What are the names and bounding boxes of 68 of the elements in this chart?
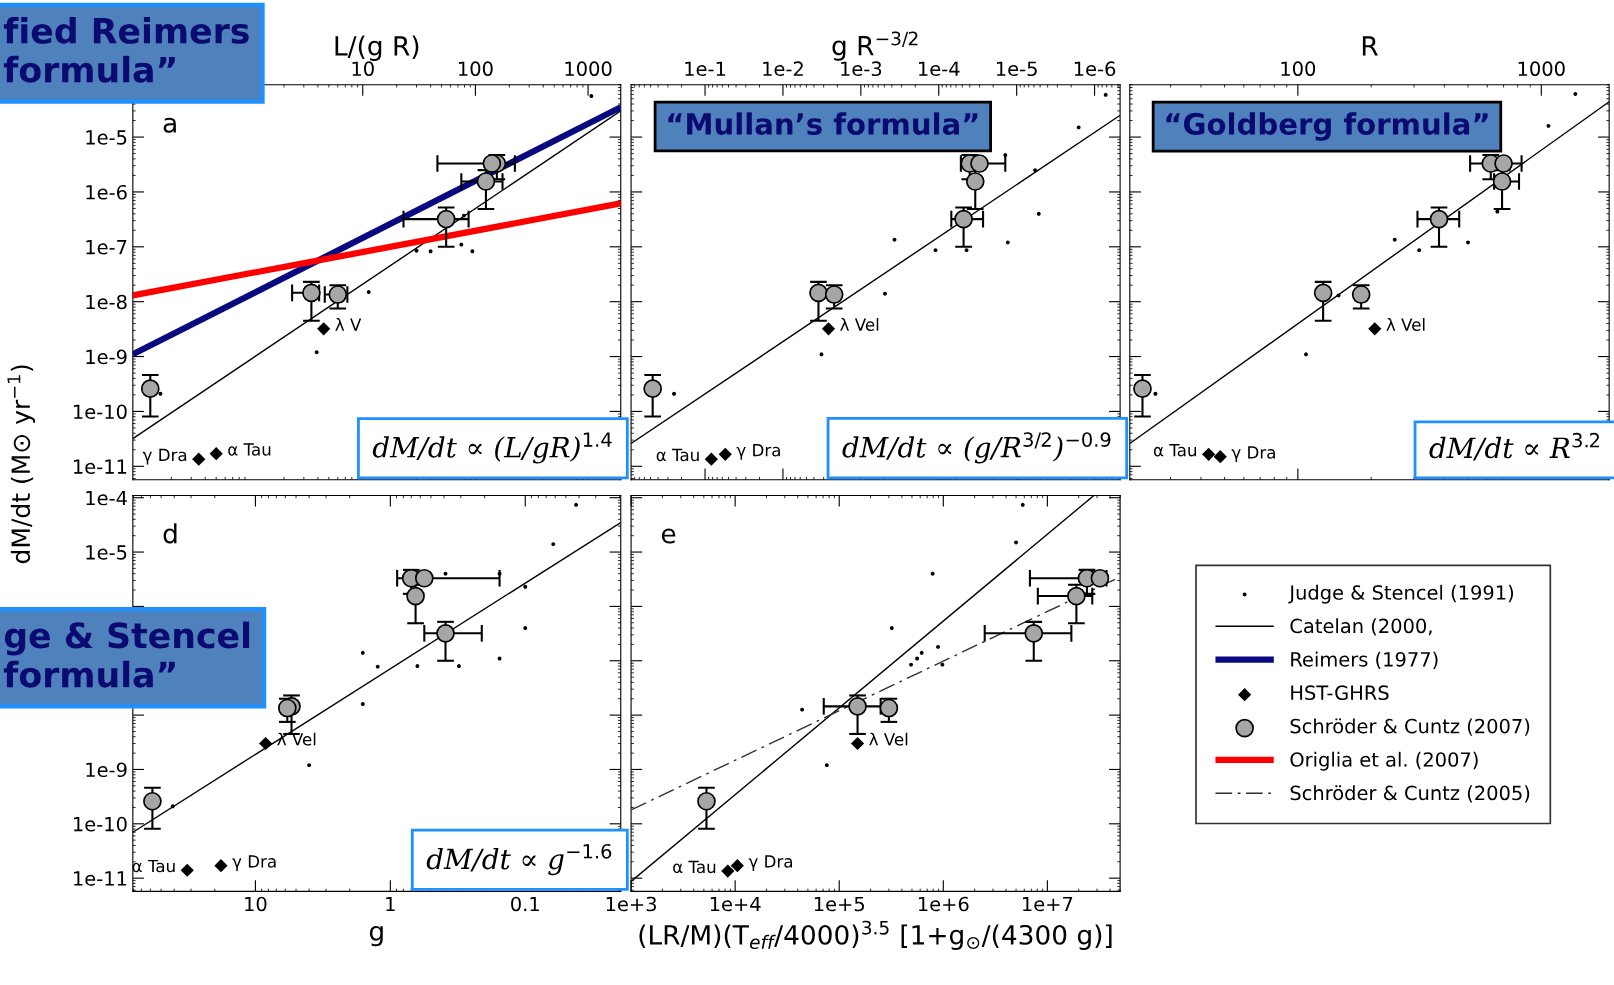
annotation: λ Vel <box>1386 318 1425 331</box>
text: “Goldberg formula” <box>1166 112 1488 141</box>
legend-label: Judge & Stencel (1991) <box>1288 584 1514 604</box>
text: d <box>163 523 177 544</box>
x-tick-label: 10 <box>245 896 267 912</box>
annotation: γ Dra <box>736 444 780 460</box>
x-tick-label: 1e-1 <box>685 61 726 77</box>
x-tick-label: 100 <box>1281 61 1316 77</box>
x-tick-label: 1e+6 <box>918 896 969 912</box>
x-axis-title: R <box>1362 36 1378 56</box>
y-tick-label: 1e-7 <box>86 240 127 255</box>
y-tick-label: 1e-4 <box>86 490 127 506</box>
legend-label: HST-GHRS <box>1291 685 1389 701</box>
x-tick-label: 1000 <box>565 61 612 77</box>
annotation: λ Vel <box>869 732 908 746</box>
text: a <box>163 117 176 133</box>
y-tick-label: 1e-11 <box>74 871 127 886</box>
x-tick-label: 100 <box>458 61 493 77</box>
y-tick-label: 1e-10 <box>74 404 127 420</box>
annotation: γ Dra <box>1231 446 1275 462</box>
x-tick-label: 1e-6 <box>1074 61 1116 77</box>
y-tick-label: 1e-5 <box>86 545 127 560</box>
x-tick-label: 1e+4 <box>710 896 761 912</box>
x-tick-label: 1e-5 <box>996 61 1037 77</box>
chart-title: fied Reimers formula” <box>3 16 249 83</box>
y-tick-label: 1e-9 <box>86 762 127 778</box>
annotation: γ Dra <box>748 855 793 871</box>
annotation: dM/dt ∝ g$^{−1.6}$ <box>426 843 612 876</box>
x-tick-label: 1e+5 <box>814 896 865 912</box>
annotation: α Tau <box>228 443 271 456</box>
legend-label: Catelan (2000, <box>1290 618 1432 636</box>
x-tick-label: 1e-3 <box>841 61 882 77</box>
annotation: γ Dra <box>142 448 187 465</box>
x-axis-title: g <box>369 925 383 947</box>
annotation: α Tau <box>656 448 699 462</box>
y-axis-title: dM/dt (M⊙ yr$^{−1}$) <box>7 365 36 564</box>
x-axis-title: g R$^{−3/2}$ <box>832 31 918 61</box>
text: e <box>661 528 676 544</box>
y-tick-label: 1e-8 <box>86 294 127 310</box>
annotation: λ Vel <box>840 318 879 331</box>
x-axis-title: (LR/M)(T$_{eff}$/4000)$^{3.5}$ [1+g$_{⊙}$/(4300 g)] <box>639 920 1112 950</box>
legend-label: Origlia et al. (2007) <box>1290 751 1478 771</box>
y-tick-label: 1e-10 <box>74 816 127 832</box>
text: “Mullan’s formula” <box>668 112 978 135</box>
annotation: λ V <box>335 318 362 331</box>
x-tick-label: 1e-2 <box>763 61 803 77</box>
text: ge & Stencel formula” <box>3 621 250 688</box>
annotation: dM/dt ∝ (g/R$^{3/2}$)$^{−0.9}$ <box>842 432 1111 464</box>
x-tick-label: 1 <box>386 896 395 912</box>
y-tick-label: 1e-11 <box>74 459 127 474</box>
annotation: dM/dt ∝ (L/gR)$^{1.4}$ <box>372 432 612 464</box>
y-tick-label: 1e-6 <box>86 184 127 200</box>
legend-label: Schröder & Cuntz (2007) <box>1290 718 1530 736</box>
x-tick-label: 1e+7 <box>1023 896 1073 912</box>
annotation: dM/dt ∝ R$^{3.2}$ <box>1429 432 1599 461</box>
y-tick-label: 1e-9 <box>86 349 127 365</box>
x-tick-label: 10 <box>352 61 374 77</box>
y-tick-label: 1e-5 <box>86 130 127 145</box>
annotation: α Tau <box>673 860 716 874</box>
x-tick-label: 1e+3 <box>606 896 657 912</box>
x-axis-title: L/(g R) <box>335 35 419 61</box>
legend-label: Reimers (1977) <box>1291 651 1438 669</box>
x-tick-label: 1000 <box>1518 61 1565 77</box>
annotation: α Tau <box>1153 444 1197 457</box>
annotation: γ Dra <box>232 855 276 871</box>
x-tick-label: 0.1 <box>511 896 539 912</box>
legend-label: Schröder & Cuntz (2005) <box>1290 785 1530 803</box>
x-tick-label: 1e-4 <box>919 61 960 77</box>
